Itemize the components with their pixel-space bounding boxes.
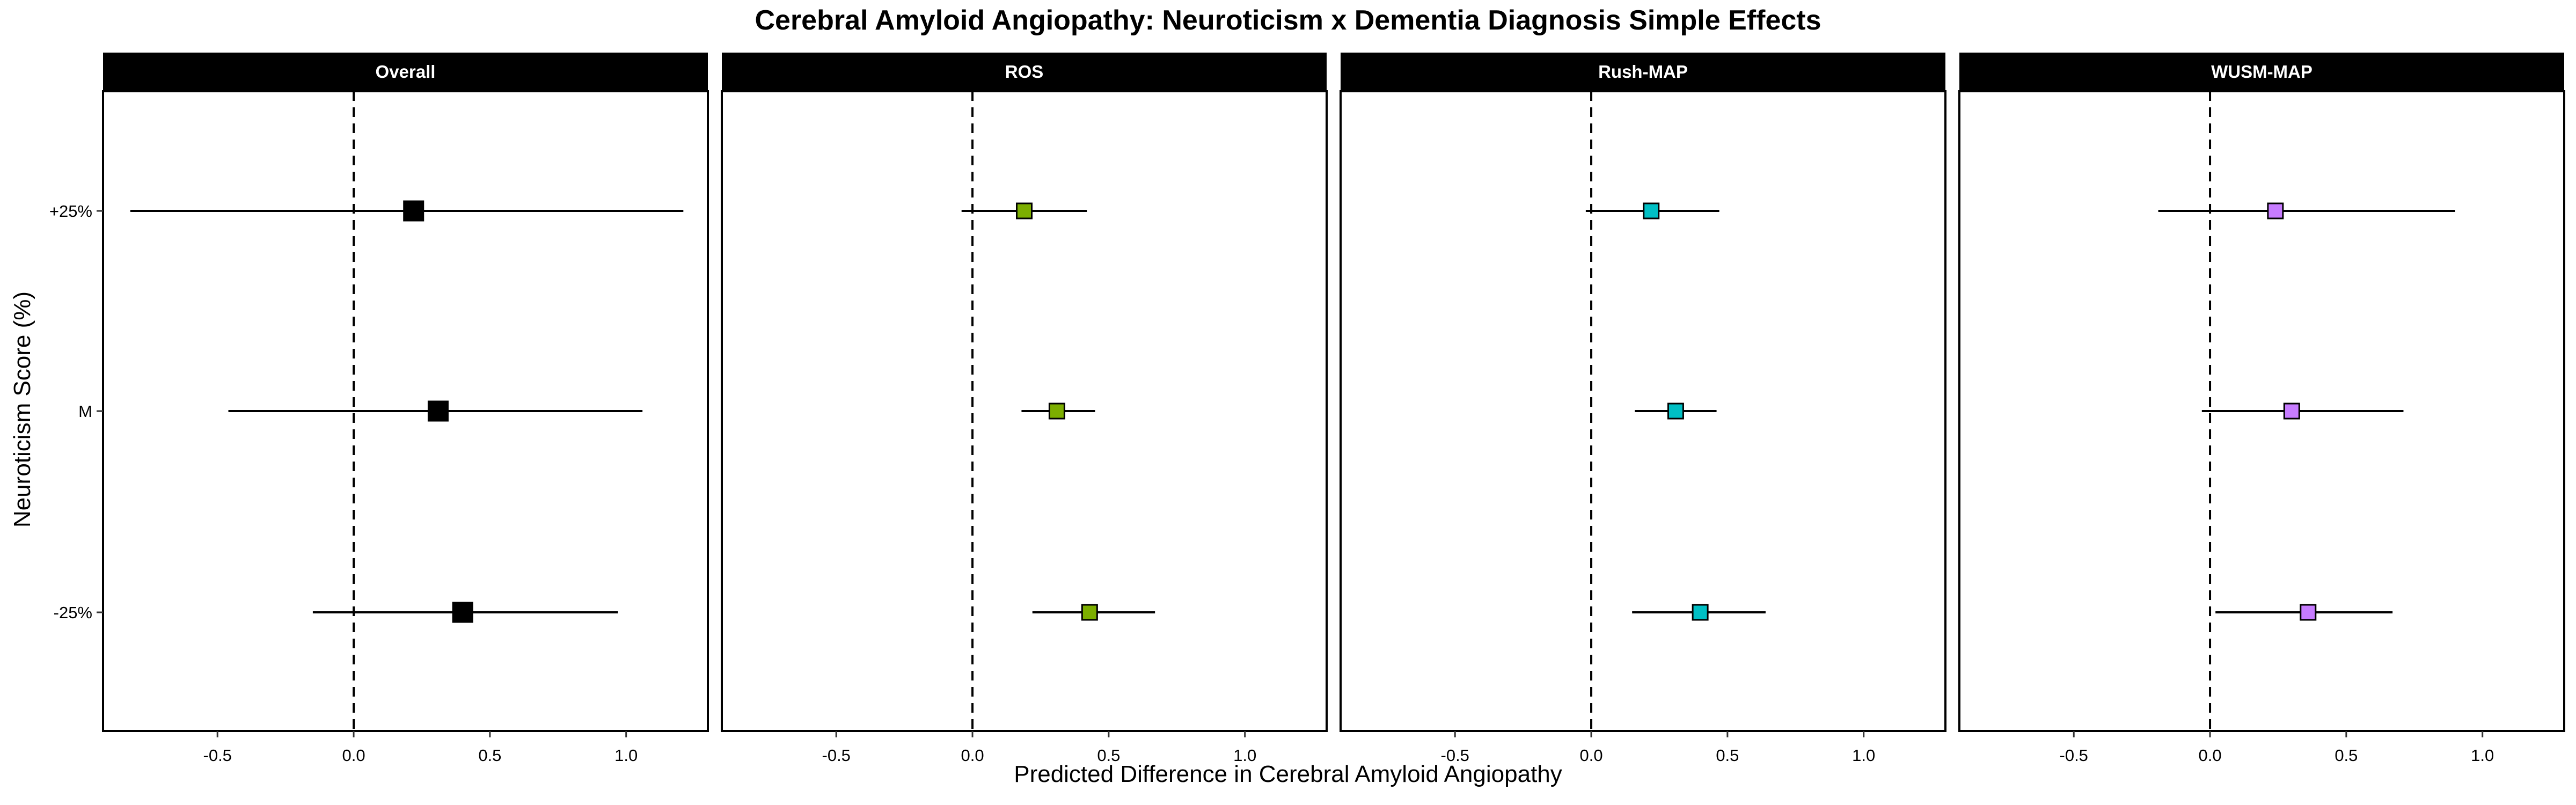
panel-border-rush-map (1340, 90, 1946, 732)
x-tick-label-overall: 0.5 (478, 746, 501, 765)
y-tick-label: M (78, 402, 92, 421)
estimate-marker-ros-25 (1016, 202, 1033, 219)
estimate-marker-overall-25 (452, 602, 473, 623)
strip-label-ros: ROS (1005, 62, 1044, 82)
panel-border-wusm-map (1958, 90, 2565, 732)
estimate-marker-rush-map-25 (1692, 604, 1709, 621)
estimate-marker-overall-25 (403, 200, 425, 222)
chart-title: Cerebral Amyloid Angiopathy: Neuroticism… (755, 5, 1821, 36)
x-tick-label-rush-map: -0.5 (1441, 746, 1469, 765)
y-tick-label: -25% (54, 603, 92, 622)
x-tick-label-ros: -0.5 (822, 746, 851, 765)
strip-ros (722, 53, 1327, 91)
strip-rush-map (1341, 53, 1945, 91)
estimate-marker-rush-map-m (1667, 402, 1684, 420)
estimate-marker-ros-m (1048, 402, 1065, 420)
strip-label-overall: Overall (376, 62, 436, 82)
x-tick-label-ros: 0.5 (1097, 746, 1120, 765)
x-tick-label-rush-map: 1.0 (1852, 746, 1875, 765)
x-tick-label-rush-map: 0.0 (1579, 746, 1602, 765)
x-tick-label-wusm-map: -0.5 (2060, 746, 2088, 765)
x-tick-label-overall: -0.5 (203, 746, 232, 765)
x-tick-label-ros: 1.0 (1233, 746, 1256, 765)
estimate-marker-rush-map-25 (1643, 202, 1660, 219)
estimate-marker-wusm-map-25 (2300, 604, 2317, 621)
x-tick-label-rush-map: 0.5 (1716, 746, 1739, 765)
x-tick-label-wusm-map: 0.5 (2334, 746, 2358, 765)
y-tick-label: +25% (49, 202, 92, 221)
estimate-marker-overall-m (427, 400, 449, 422)
estimate-marker-ros-25 (1081, 604, 1098, 621)
x-tick-label-overall: 0.0 (342, 746, 365, 765)
x-tick-label-overall: 1.0 (614, 746, 638, 765)
x-tick-label-ros: 0.0 (961, 746, 984, 765)
strip-overall (103, 53, 708, 91)
panel-border-ros (721, 90, 1328, 732)
strip-wusm-map (1959, 53, 2564, 91)
estimate-marker-wusm-map-25 (2267, 202, 2284, 219)
x-tick-label-wusm-map: 1.0 (2471, 746, 2494, 765)
x-axis-title: Predicted Difference in Cerebral Amyloid… (1014, 761, 1562, 787)
estimate-marker-wusm-map-m (2283, 402, 2300, 420)
strip-label-wusm-map: WUSM-MAP (2211, 62, 2312, 82)
strip-label-rush-map: Rush-MAP (1598, 62, 1688, 82)
x-tick-label-wusm-map: 0.0 (2198, 746, 2221, 765)
